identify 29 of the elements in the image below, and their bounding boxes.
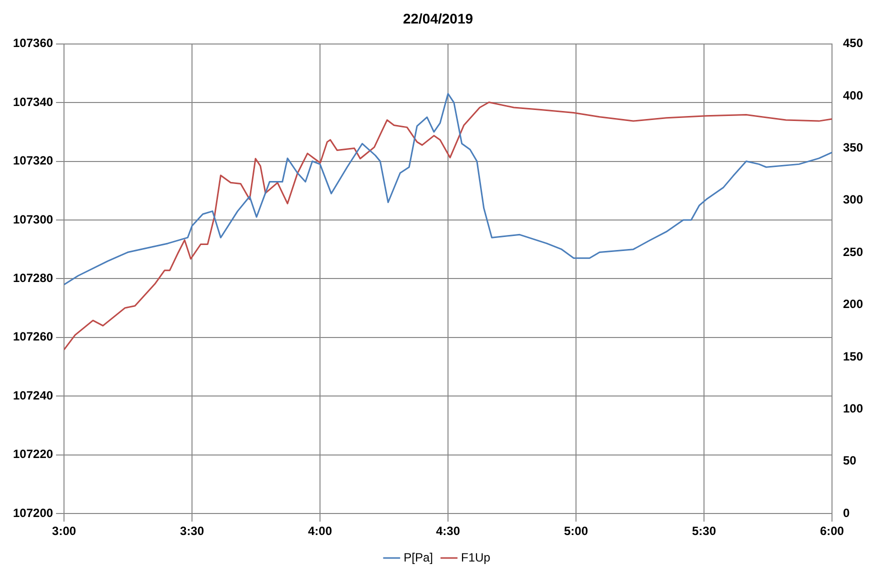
y2-tick-label: 200 [842,297,864,312]
y2-tick-label: 400 [842,88,864,102]
y2-tick-label: 450 [842,36,864,50]
y2-tick-label: 50 [842,454,857,468]
y-tick-label: 107220 [12,447,54,462]
x-tick-label: 5:00 [564,524,588,538]
y2-tick-label: 0 [842,506,850,520]
chart-title: 22/04/2019 [402,10,474,26]
y2-tick-label: 150 [842,349,864,364]
y-tick-label: 107200 [12,506,54,520]
x-tick-label: 4:30 [436,524,460,538]
y-tick-label: 107240 [12,388,54,402]
y-tick-label: 107360 [12,36,54,50]
legend-label: F1Up [461,550,491,564]
y-tick-label: 107280 [12,271,54,286]
x-tick-label: 5:30 [692,524,716,538]
x-tick-label: 3:00 [52,524,76,538]
y-tick-label: 107300 [12,212,54,226]
x-tick-label: 3:30 [180,524,204,538]
y2-tick-label: 300 [842,192,864,207]
y2-tick-label: 100 [842,402,864,416]
y2-tick-label: 350 [842,140,864,155]
x-tick-label: 6:00 [820,524,844,538]
y-tick-label: 107320 [12,154,54,168]
y-tick-label: 107260 [12,330,54,344]
y2-tick-label: 250 [842,244,864,259]
y-tick-label: 107340 [12,94,54,109]
x-tick-label: 4:00 [308,524,332,538]
legend-label: P[Pa] [404,550,434,564]
